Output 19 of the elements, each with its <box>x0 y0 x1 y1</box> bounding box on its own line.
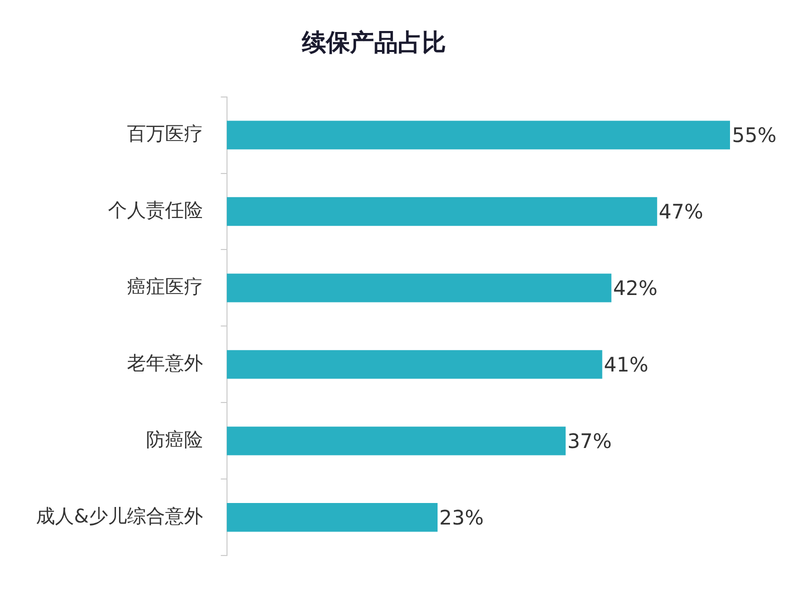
data-label: 41% <box>604 352 648 377</box>
y-tick-label: 防癌险 <box>146 428 203 451</box>
bar <box>226 120 730 150</box>
data-label: 55% <box>732 123 776 148</box>
y-tick-label: 老年意外 <box>126 352 203 374</box>
bar <box>226 197 658 226</box>
bar <box>226 350 602 379</box>
y-tick-label: 个人责任险 <box>108 199 203 222</box>
bar <box>226 274 612 302</box>
data-label: 42% <box>613 276 658 300</box>
y-tick-label: 成人&少儿综合意外 <box>36 505 203 528</box>
chart-title: 续保产品占比 <box>301 28 446 57</box>
bar <box>226 503 438 532</box>
y-tick-label: 癌症医疗 <box>126 276 203 298</box>
data-label: 47% <box>658 200 704 224</box>
y-tick-label: 百万医疗 <box>126 122 203 145</box>
data-label: 23% <box>439 506 484 530</box>
data-label: 37% <box>567 429 612 454</box>
bar <box>226 426 566 456</box>
